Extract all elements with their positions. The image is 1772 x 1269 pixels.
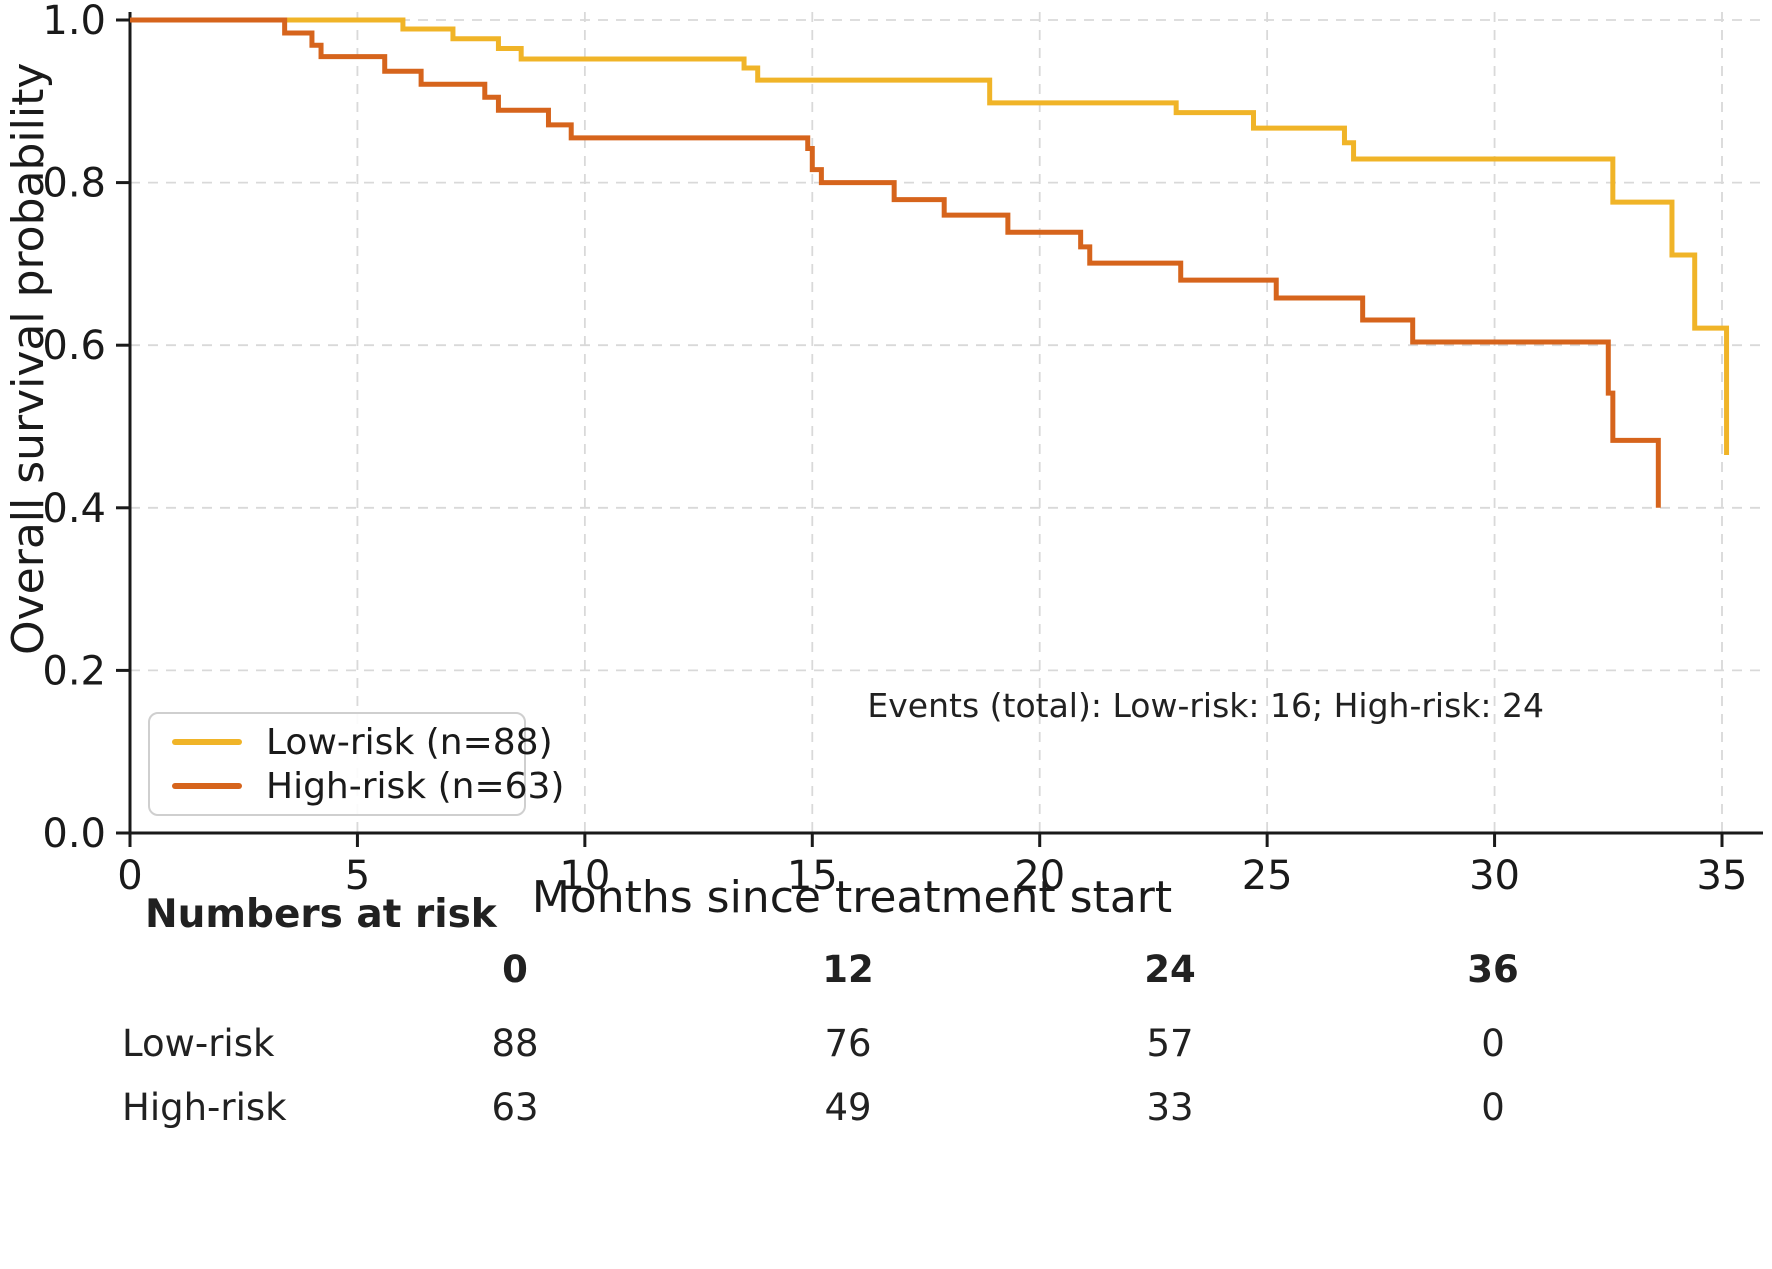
y-tick-label: 0.4 [42, 486, 106, 532]
y-tick-label: 0.6 [42, 323, 106, 369]
x-tick-label: 20 [1014, 853, 1065, 899]
km-survival-chart: 0.0 0.2 0.4 0.6 0.8 1.0 0 5 10 15 20 25 30 35 [42, 0, 1763, 899]
events-annotation: Events (total): Low-risk: 16; High-risk:… [867, 686, 1544, 725]
risk-row-label-high: High-risk [122, 1086, 287, 1129]
legend-swatch-low-risk [172, 739, 242, 745]
y-tick-label: 0.0 [42, 811, 106, 857]
x-axis-title: Months since treatment start [531, 872, 1173, 923]
risk-time-header: 12 [822, 948, 874, 991]
risk-value: 0 [1481, 1086, 1505, 1129]
y-axis-title: Overall survival probability [3, 62, 54, 655]
risk-row-label-low: Low-risk [122, 1022, 275, 1065]
risk-time-header: 36 [1467, 948, 1519, 991]
legend-swatch-high-risk [172, 783, 242, 789]
x-tick-label: 30 [1469, 853, 1520, 899]
x-tick-label: 10 [559, 853, 610, 899]
survival-curve-high-risk [130, 17, 1661, 508]
legend-label-high-risk: High-risk (n=63) [266, 765, 565, 807]
risk-value: 57 [1146, 1022, 1194, 1065]
x-tick-label: 0 [117, 853, 142, 899]
legend-item-low-risk: Low-risk (n=88) [172, 722, 553, 763]
risk-table-title: Numbers at risk [145, 892, 497, 937]
risk-time-header: 24 [1144, 948, 1196, 991]
risk-value: 88 [491, 1022, 539, 1065]
x-tick-label: 5 [345, 853, 370, 899]
legend-item-high-risk: High-risk (n=63) [172, 766, 564, 807]
risk-value: 76 [824, 1022, 872, 1065]
y-tick-label: 0.8 [42, 161, 106, 207]
legend: Low-risk (n=88) High-risk (n=63) [148, 712, 564, 816]
survival-curve-low-risk [130, 17, 1730, 455]
risk-value: 63 [491, 1086, 539, 1129]
y-tick-label: 1.0 [42, 0, 106, 44]
x-tick-label: 25 [1242, 853, 1293, 899]
x-tick-label: 15 [787, 853, 838, 899]
risk-value: 0 [1481, 1022, 1505, 1065]
risk-value: 33 [1146, 1086, 1194, 1129]
x-tick-label: 35 [1697, 853, 1748, 899]
y-tick-label: 0.2 [42, 648, 106, 694]
risk-time-header: 0 [502, 948, 528, 991]
risk-value: 49 [824, 1086, 872, 1129]
legend-label-low-risk: Low-risk (n=88) [266, 721, 553, 763]
